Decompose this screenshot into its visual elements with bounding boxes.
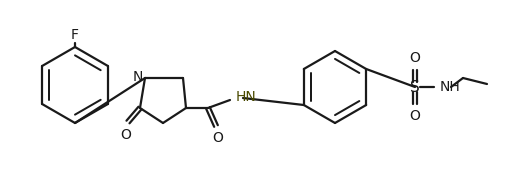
Text: N: N [133,70,143,84]
Text: S: S [410,80,420,94]
Text: O: O [121,128,132,142]
Text: F: F [71,28,79,42]
Text: O: O [410,51,421,65]
Text: O: O [213,131,224,145]
Text: NH: NH [440,80,461,94]
Text: HN: HN [236,90,257,104]
Text: O: O [410,109,421,123]
